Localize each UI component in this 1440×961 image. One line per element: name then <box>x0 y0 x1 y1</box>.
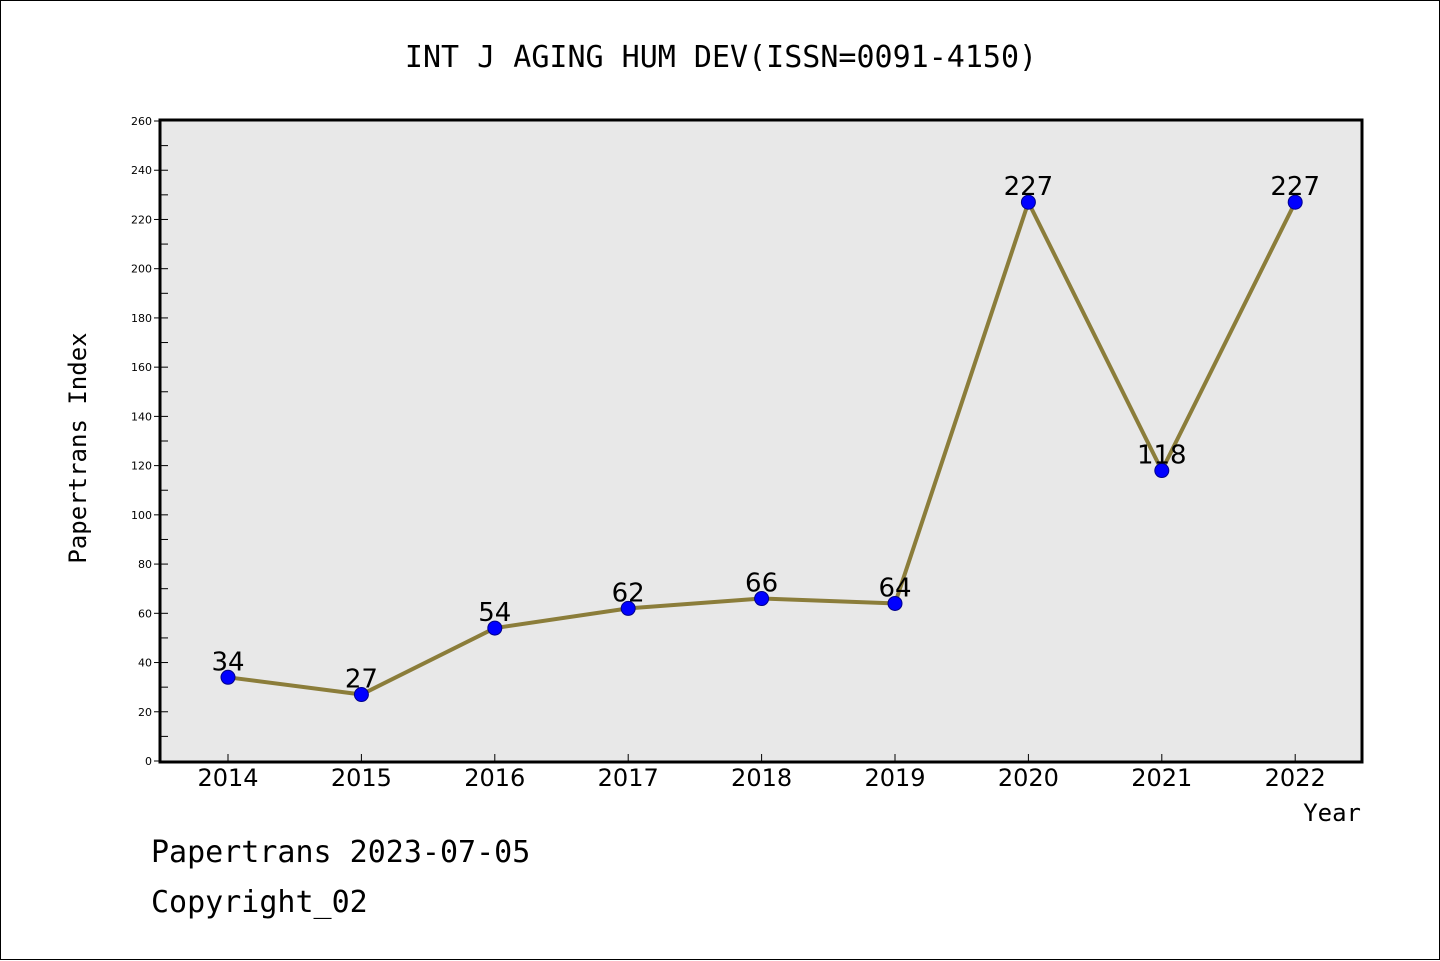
data-point <box>1287 194 1303 210</box>
data-point <box>353 687 369 703</box>
y-tick-label: 120 <box>131 460 152 473</box>
y-axis-title: Papertrans Index <box>64 332 92 563</box>
data-label: 66 <box>745 569 778 599</box>
y-tick-label: 80 <box>138 558 152 571</box>
chart-title: INT J AGING HUM DEV(ISSN=0091-4150) <box>405 40 1037 75</box>
data-point <box>620 600 636 616</box>
x-tick-label: 2021 <box>1131 764 1192 792</box>
data-label: 227 <box>1270 172 1320 202</box>
y-tick-label: 0 <box>145 755 152 768</box>
x-axis-title: Year <box>1303 799 1361 827</box>
data-label: 227 <box>1004 172 1054 202</box>
y-tick-label: 160 <box>131 361 152 374</box>
y-tick-label: 180 <box>131 312 152 325</box>
x-tick-label: 2019 <box>864 764 925 792</box>
y-tick-label: 240 <box>131 164 152 177</box>
y-tick-label: 140 <box>131 410 152 423</box>
x-tick-label: 2014 <box>197 764 258 792</box>
x-tick-label: 2022 <box>1265 764 1326 792</box>
y-tick-label: 220 <box>131 213 152 226</box>
data-point <box>1154 463 1170 479</box>
data-point <box>1020 194 1036 210</box>
data-label: 118 <box>1137 441 1187 471</box>
y-tick-label: 20 <box>138 706 152 719</box>
data-label: 62 <box>612 578 645 608</box>
footer-date: Papertrans 2023-07-05 <box>151 835 531 870</box>
data-point <box>887 595 903 611</box>
x-axis: 2014 2015 2016 2017 2018 2019 2020 2021 2022 <box>197 754 1326 792</box>
data-point <box>220 669 236 685</box>
x-tick-label: 2016 <box>464 764 525 792</box>
x-tick-label: 2017 <box>598 764 659 792</box>
data-point <box>487 620 503 636</box>
y-tick-label: 260 <box>131 115 152 128</box>
y-tick-label: 40 <box>138 657 152 670</box>
x-tick-label: 2015 <box>331 764 392 792</box>
x-tick-label: 2020 <box>998 764 1059 792</box>
footer-copyright: Copyright_02 <box>151 885 368 920</box>
y-tick-label: 60 <box>138 607 152 620</box>
data-point <box>754 591 770 607</box>
data-label: 64 <box>878 573 911 603</box>
plot-area <box>158 118 1364 764</box>
y-tick-label: 100 <box>131 509 152 522</box>
y-tick-label: 200 <box>131 263 152 276</box>
x-tick-label: 2018 <box>731 764 792 792</box>
data-label: 27 <box>345 665 378 695</box>
data-labels: 34 27 54 62 66 64 227 118 227 <box>211 172 1320 694</box>
series <box>220 194 1303 703</box>
data-label: 34 <box>211 647 244 677</box>
data-label: 54 <box>478 598 511 628</box>
y-axis: 0 20 40 60 80 100 120 140 160 180 200 220 240 260 <box>131 115 168 768</box>
